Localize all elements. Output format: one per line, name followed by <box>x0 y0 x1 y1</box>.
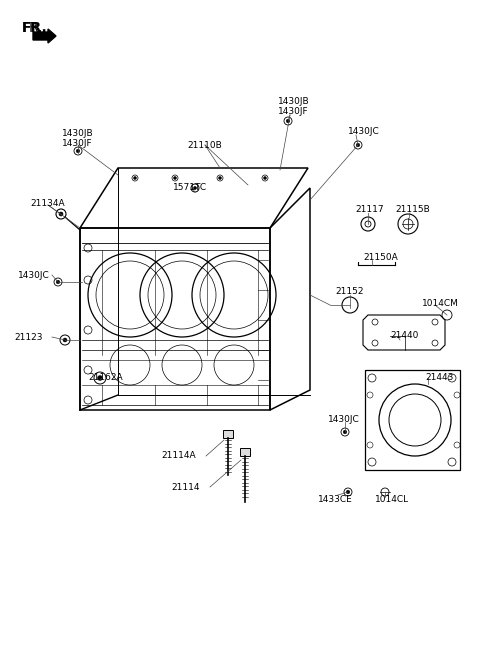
Circle shape <box>343 430 347 434</box>
Circle shape <box>97 376 103 380</box>
Text: 1571TC: 1571TC <box>173 183 207 193</box>
Circle shape <box>218 177 221 179</box>
Circle shape <box>286 119 290 123</box>
Text: 21117: 21117 <box>355 206 384 214</box>
Text: 1430JB: 1430JB <box>62 129 94 137</box>
Circle shape <box>59 212 63 216</box>
Text: 1433CE: 1433CE <box>318 495 353 505</box>
Circle shape <box>264 177 266 179</box>
Text: 21150A: 21150A <box>363 254 398 263</box>
Text: 1430JC: 1430JC <box>348 127 380 137</box>
Text: 21152: 21152 <box>335 288 363 296</box>
Circle shape <box>346 490 350 494</box>
Text: 21110B: 21110B <box>188 141 222 150</box>
Text: 1430JC: 1430JC <box>328 415 360 424</box>
Circle shape <box>356 143 360 147</box>
Circle shape <box>193 187 196 189</box>
Circle shape <box>76 149 80 153</box>
Circle shape <box>56 280 60 284</box>
Text: 21440: 21440 <box>390 332 419 340</box>
Circle shape <box>173 177 177 179</box>
Polygon shape <box>240 448 250 456</box>
Text: 21162A: 21162A <box>88 373 122 382</box>
Text: 1014CL: 1014CL <box>375 495 409 505</box>
Text: 21443: 21443 <box>425 373 454 382</box>
Polygon shape <box>223 430 233 438</box>
Text: 21114A: 21114A <box>161 451 196 461</box>
Text: 1430JF: 1430JF <box>278 108 309 116</box>
Text: FR.: FR. <box>22 21 44 35</box>
Text: 1430JB: 1430JB <box>278 97 310 106</box>
Text: 21134A: 21134A <box>30 200 65 208</box>
Text: 1014CM: 1014CM <box>422 298 459 307</box>
Text: 1430JC: 1430JC <box>18 271 50 279</box>
Text: 21114: 21114 <box>171 482 200 491</box>
Text: 21115B: 21115B <box>395 206 430 214</box>
Text: FR.: FR. <box>22 21 48 35</box>
Polygon shape <box>33 29 56 43</box>
Circle shape <box>63 338 67 342</box>
Text: 1430JF: 1430JF <box>62 139 93 148</box>
Circle shape <box>133 177 136 179</box>
Text: 21123: 21123 <box>14 332 43 342</box>
